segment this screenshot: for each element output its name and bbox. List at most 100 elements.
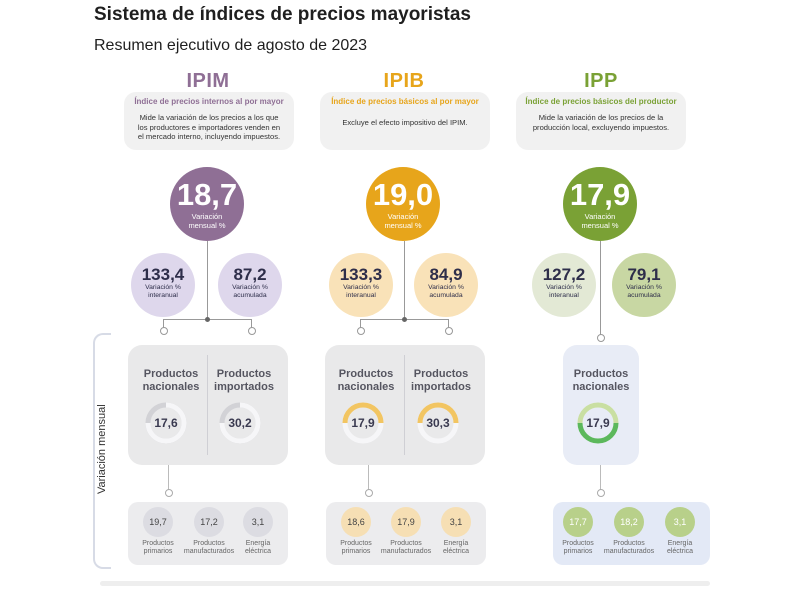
ipib-name: IPIB bbox=[383, 70, 425, 92]
side-label: Variación mensual bbox=[96, 404, 108, 494]
ipp-name: IPP bbox=[584, 70, 618, 92]
ipp-bottom-node bbox=[597, 489, 605, 497]
ipp-breakdown-energia: 3,1 bbox=[665, 507, 695, 537]
ipim-bottom-node bbox=[165, 489, 173, 497]
ipp-description: Mide la variación de los precios de la p… bbox=[532, 113, 670, 132]
ipim-product-nacionales-label: Productos nacionales bbox=[142, 368, 200, 393]
ipim-interanual-circle: 133,4 Variación % interanual bbox=[131, 253, 195, 317]
ipp-breakdown-primarios: 17,7 bbox=[563, 507, 593, 537]
ipp-monthly-value: 17,9 bbox=[569, 177, 631, 212]
ipib-connector-r bbox=[448, 319, 449, 331]
ipib-acumulada-circle: 84,9 Variación % acumulada bbox=[414, 253, 478, 317]
ipib-interanual-circle: 133,3 Variación % interanual bbox=[329, 253, 393, 317]
ipim-connector bbox=[207, 241, 208, 319]
ipp-acumulada-circle: 79,1 Variación % acumulada bbox=[612, 253, 676, 317]
ipib-breakdown-energia-label: Energía eléctrica bbox=[442, 540, 470, 555]
ipib-node-l bbox=[357, 327, 365, 335]
ipib-interanual-label: Variación % interanual bbox=[343, 284, 379, 299]
ipib-monthly-label: Variación mensual % bbox=[384, 212, 422, 230]
ipim-acumulada-label: Variación % acumulada bbox=[232, 284, 268, 299]
ipim-monthly-circle: 18,7 Variación mensual % bbox=[170, 167, 244, 241]
ipib-node bbox=[402, 317, 407, 322]
ipim-connector-l bbox=[163, 319, 164, 331]
ipib-products-panel bbox=[325, 345, 485, 465]
ipim-interanual-label: Variación % interanual bbox=[145, 284, 181, 299]
ipib-breakdown-energia: 3,1 bbox=[441, 507, 471, 537]
ipib-connector bbox=[404, 241, 405, 319]
ipib-ring-nacionales bbox=[342, 402, 384, 444]
ipib-product-importados-label: Productos importados bbox=[411, 368, 471, 393]
ipp-breakdown-energia-label: Energía eléctrica bbox=[666, 540, 694, 555]
ipim-product-nacionales-value: 17,6 bbox=[154, 416, 178, 430]
ipib-connector-l bbox=[360, 319, 361, 331]
ipib-breakdown-primarios: 18,6 bbox=[341, 507, 371, 537]
ipim-breakdown-energia-label: Energía eléctrica bbox=[244, 540, 272, 555]
side-bracket bbox=[93, 333, 111, 569]
ipib-acumulada-label: Variación % acumulada bbox=[428, 284, 464, 299]
ipim-ring-nacionales bbox=[145, 402, 187, 444]
ipp-bottom-connector bbox=[600, 465, 601, 493]
ipim-monthly-label: Variación mensual % bbox=[188, 212, 226, 230]
ipim-product-importados-value: 30,2 bbox=[228, 416, 252, 430]
ipp-full-name: Índice de precios básicos del productor bbox=[525, 97, 677, 106]
ipib-ring-importados bbox=[417, 402, 459, 444]
ipib-product-importados-value: 30,3 bbox=[426, 416, 450, 430]
ipim-node bbox=[205, 317, 210, 322]
ipib-breakdown-primarios-label: Productos primarios bbox=[340, 540, 372, 555]
ipp-acumulada-label: Variación % acumulada bbox=[626, 284, 662, 299]
ipim-description: Mide la variación de los precios a los q… bbox=[137, 113, 281, 141]
ipp-acumulada-value: 79,1 bbox=[627, 265, 661, 284]
ipim-ring-importados bbox=[219, 402, 261, 444]
ipib-products-divider bbox=[404, 355, 405, 455]
ipim-breakdown-manufacturados-label: Productos manufacturados bbox=[183, 540, 235, 555]
ipib-product-nacionales-label: Productos nacionales bbox=[337, 368, 395, 393]
ipim-breakdown-manufacturados: 17,2 bbox=[194, 507, 224, 537]
page-subtitle: Resumen ejecutivo de agosto de 2023 bbox=[94, 37, 368, 54]
ipim-breakdown-energia: 3,1 bbox=[243, 507, 273, 537]
ipib-product-nacionales-value: 17,9 bbox=[351, 416, 375, 430]
ipim-connector-r bbox=[251, 319, 252, 331]
ipp-ring-nacionales bbox=[577, 402, 619, 444]
ipib-node-r bbox=[445, 327, 453, 335]
ipim-name: IPIM bbox=[186, 70, 230, 92]
ipim-acumulada-value: 87,2 bbox=[233, 265, 267, 284]
ipp-card: Índice de precios básicos del productor … bbox=[516, 92, 686, 150]
ipim-full-name: Índice de precios internos al por mayor bbox=[134, 97, 284, 106]
ipp-product-nacionales-label: Productos nacionales bbox=[572, 368, 630, 393]
ipim-products-divider bbox=[207, 355, 208, 455]
ipib-monthly-circle: 19,0 Variación mensual % bbox=[366, 167, 440, 241]
ipim-product-importados-label: Productos importados bbox=[214, 368, 274, 393]
ipib-breakdown-manufacturados-label: Productos manufacturados bbox=[380, 540, 432, 555]
ipim-products-panel bbox=[128, 345, 288, 465]
ipib-bottom-node bbox=[365, 489, 373, 497]
ipim-acumulada-circle: 87,2 Variación % acumulada bbox=[218, 253, 282, 317]
ipp-breakdown-manufacturados: 18,2 bbox=[614, 507, 644, 537]
ipp-interanual-label: Variación % interanual bbox=[546, 284, 582, 299]
ipp-product-nacionales-value: 17,9 bbox=[586, 416, 610, 430]
ipp-interanual-value: 127,2 bbox=[542, 265, 586, 284]
ipib-description: Excluye el efecto impositivo del IPIM. bbox=[342, 118, 468, 127]
ipim-breakdown-primarios-label: Productos primarios bbox=[142, 540, 174, 555]
ipib-monthly-value: 19,0 bbox=[372, 177, 434, 212]
ipim-interanual-value: 133,4 bbox=[141, 265, 185, 284]
ipim-bottom-connector bbox=[168, 465, 169, 493]
ipp-breakdown-manufacturados-label: Productos manufacturados bbox=[603, 540, 655, 555]
ipib-full-name: Índice de precios básicos al por mayor bbox=[331, 97, 479, 106]
ipim-breakdown-primarios: 19,7 bbox=[143, 507, 173, 537]
ipib-bottom-connector bbox=[368, 465, 369, 493]
ipim-node-l bbox=[160, 327, 168, 335]
ipp-breakdown-primarios-label: Productos primarios bbox=[562, 540, 594, 555]
ipp-monthly-circle: 17,9 Variación mensual % bbox=[563, 167, 637, 241]
ipib-acumulada-value: 84,9 bbox=[429, 265, 463, 284]
ipib-interanual-value: 133,3 bbox=[339, 265, 383, 284]
ipim-card: Índice de precios internos al por mayor … bbox=[124, 92, 294, 150]
ipim-node-r bbox=[248, 327, 256, 335]
page-title: Sistema de índices de precios mayoristas bbox=[94, 4, 472, 25]
ipp-interanual-circle: 127,2 Variación % interanual bbox=[532, 253, 596, 317]
ipp-connector bbox=[600, 241, 601, 337]
ipp-monthly-label: Variación mensual % bbox=[581, 212, 619, 230]
ipib-card: Índice de precios básicos al por mayor E… bbox=[320, 92, 490, 150]
ipib-breakdown-manufacturados: 17,9 bbox=[391, 507, 421, 537]
ipp-node bbox=[597, 334, 605, 342]
footer-bar bbox=[100, 581, 710, 586]
